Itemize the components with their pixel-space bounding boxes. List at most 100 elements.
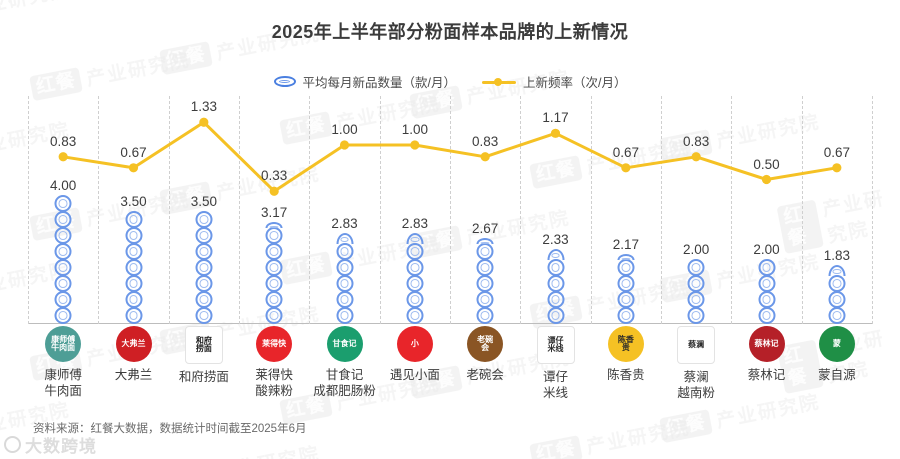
- bar-unit-ring-partial: [336, 233, 353, 244]
- bar-column[interactable]: 3.50: [120, 194, 147, 324]
- line-value-label: 0.50: [753, 156, 780, 172]
- bar-value-label: 2.67: [472, 221, 499, 236]
- bar-unit-ring: [195, 275, 213, 292]
- line-data-point[interactable]: [339, 140, 350, 150]
- plot-area: 4.00 3.50 3.50 3.17 2.83 2.83 2.67 2.33 2.17 2.00…: [28, 96, 873, 324]
- bar-value-label: 2.00: [753, 242, 780, 257]
- line-data-point[interactable]: [58, 152, 68, 162]
- brand-logo-icon: 蔡林记: [748, 326, 785, 362]
- line-value-label: 0.83: [50, 133, 77, 149]
- gridline: [450, 96, 451, 324]
- category-item[interactable]: 陈香 贵陈香贵: [586, 326, 666, 384]
- bar-unit-ring: [54, 291, 72, 308]
- line-data-point[interactable]: [761, 174, 772, 185]
- line-value-label: 0.67: [612, 144, 639, 160]
- corner-watermark: 大数跨境: [4, 432, 97, 457]
- line-data-point[interactable]: [269, 186, 279, 196]
- category-label: 莱得快 酸辣粉: [255, 368, 293, 398]
- category-item[interactable]: 蒙蒙自源: [797, 326, 877, 384]
- category-item[interactable]: 小遇见小面: [375, 326, 455, 384]
- bar-value-label: 2.33: [542, 232, 569, 247]
- category-item[interactable]: 蔡林记 蔡林记: [727, 326, 807, 384]
- bar-unit-ring: [758, 307, 775, 324]
- bar-unit-ring: [265, 307, 283, 324]
- bar-unit-ring-partial: [828, 265, 846, 276]
- corner-watermark-icon: [4, 436, 21, 453]
- line-data-point[interactable]: [199, 117, 209, 127]
- bar-unit-ring: [125, 259, 142, 276]
- legend-item-line[interactable]: 上新频率（次/月）: [482, 72, 626, 91]
- brand-logo-icon: 蔡澜: [677, 326, 716, 364]
- bar-column[interactable]: 2.00: [753, 242, 780, 324]
- bar-unit-ring: [125, 275, 142, 292]
- category-label: 康师傅 牛肉面: [44, 368, 82, 398]
- line-value-label: 0.33: [261, 168, 288, 184]
- category-item[interactable]: 蔡澜 蔡澜 越南粉: [656, 326, 736, 401]
- line-value-label: 0.67: [120, 144, 147, 160]
- gridline: [98, 96, 100, 324]
- category-item[interactable]: 甘食记 甘食记 成都肥肠粉: [305, 326, 385, 399]
- bar-marker-icon: [273, 76, 296, 87]
- bar-value-label: 2.00: [683, 242, 710, 257]
- line-data-point[interactable]: [550, 128, 561, 138]
- bar-column[interactable]: 2.67: [472, 221, 498, 324]
- line-data-point[interactable]: [480, 152, 490, 162]
- brand-logo-icon: 莱得快: [256, 326, 293, 362]
- category-item[interactable]: 和府 捞面 和府捞面: [164, 326, 244, 386]
- category-label: 甘食记 成都肥肠粉: [313, 368, 376, 398]
- brand-logo-icon: 陈香 贵: [607, 326, 644, 362]
- source-note: 资料来源：红餐大数据，数据统计时间截至2025年6月: [33, 423, 307, 435]
- bar-unit-ring: [828, 291, 846, 308]
- gridline: [872, 96, 873, 324]
- category-item[interactable]: 莱得快莱得快 酸辣粉: [234, 326, 314, 399]
- bar-column[interactable]: 2.83: [331, 216, 358, 324]
- bar-unit-ring: [125, 243, 142, 260]
- category-label: 老碗会: [466, 368, 504, 382]
- bar-unit-ring: [476, 291, 494, 308]
- gridline: [661, 96, 662, 324]
- bar-unit-ring: [547, 275, 564, 292]
- legend-item-bar[interactable]: 平均每月新品数量（款/月）: [273, 72, 456, 91]
- brand-logo-icon: 小: [396, 326, 433, 362]
- bar-unit-ring: [195, 291, 213, 308]
- bar-unit-ring: [336, 307, 353, 324]
- category-label: 大弗兰: [114, 368, 153, 382]
- bar-unit-ring: [54, 275, 72, 292]
- brand-logo-icon: 蒙: [818, 326, 855, 362]
- bar-unit-ring: [547, 259, 564, 276]
- category-item[interactable]: 康师傅 牛肉面 康师傅 牛肉面: [23, 326, 103, 399]
- watermark-badge: 红餐: [159, 40, 214, 76]
- bar-column[interactable]: 1.83: [824, 248, 850, 324]
- line-data-point[interactable]: [832, 163, 842, 173]
- bar-value-label: 3.17: [261, 205, 288, 220]
- bar-column[interactable]: 2.17: [613, 237, 639, 324]
- gridline: [731, 96, 733, 324]
- gridline: [379, 96, 381, 324]
- bar-unit-ring: [125, 291, 142, 308]
- bar-unit-ring: [687, 307, 705, 324]
- watermark-text: 产业研究院: [584, 417, 692, 459]
- category-item[interactable]: 大弗兰 大弗兰: [94, 326, 174, 384]
- line-path: [61, 120, 839, 193]
- category-item[interactable]: 老碗 会老碗会: [445, 326, 525, 384]
- category-item[interactable]: 谭仔 米线 谭仔 米线: [516, 326, 596, 401]
- bar-unit-ring: [476, 259, 494, 276]
- category-label: 蔡澜 越南粉: [677, 370, 715, 400]
- chart-legend: 平均每月新品数量（款/月） 上新频率（次/月）: [0, 72, 900, 91]
- bar-unit-ring: [336, 291, 353, 308]
- gridline: [520, 96, 522, 324]
- line-data-point[interactable]: [128, 163, 139, 173]
- bar-unit-ring-partial: [547, 249, 564, 260]
- bar-unit-ring: [476, 307, 494, 324]
- bar-value-label: 2.83: [331, 216, 358, 231]
- category-label: 和府捞面: [178, 370, 229, 384]
- line-data-point[interactable]: [691, 152, 701, 162]
- line-data-point[interactable]: [621, 163, 631, 173]
- bar-unit-ring: [54, 243, 72, 260]
- bar-unit-ring: [617, 307, 635, 324]
- bar-unit-ring: [195, 259, 213, 276]
- category-label: 谭仔 米线: [542, 370, 568, 400]
- line-value-label: 0.67: [823, 144, 850, 160]
- bar-unit-ring: [828, 275, 846, 292]
- line-data-point[interactable]: [410, 140, 420, 150]
